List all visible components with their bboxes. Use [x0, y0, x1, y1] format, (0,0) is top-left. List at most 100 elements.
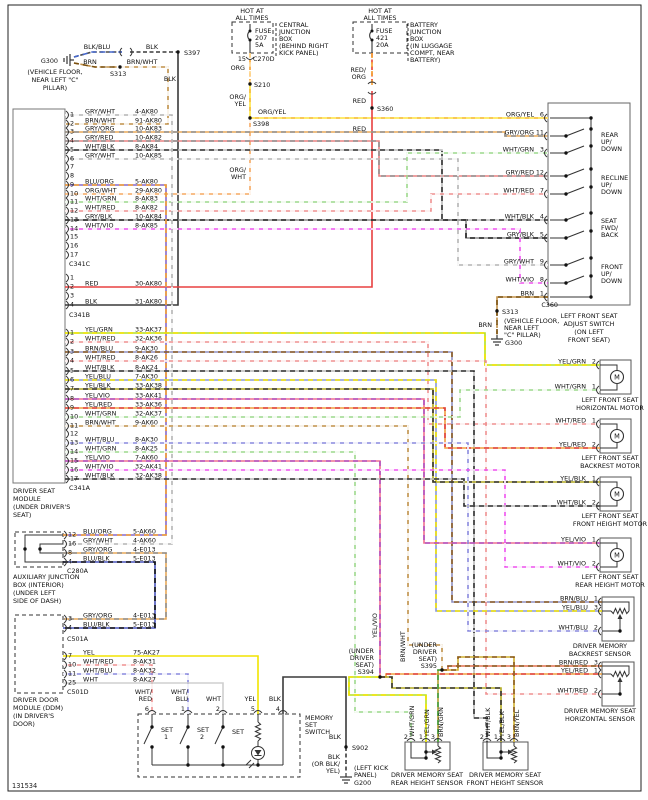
label: HORIZONTAL MOTOR — [576, 404, 644, 412]
pin-number: 1 — [70, 111, 74, 119]
splice-dot — [499, 756, 503, 760]
pin-number: 1 — [592, 383, 596, 391]
splice-dot — [344, 745, 348, 749]
wiper-arrow — [432, 749, 437, 755]
pin-number: 1 — [592, 536, 596, 544]
pin-number: 25 — [68, 679, 76, 687]
page-border — [7, 4, 642, 792]
connector-label-C280A: C280A — [67, 567, 89, 575]
pin-bracket — [596, 538, 600, 548]
pin-number: 13 — [70, 216, 78, 224]
wire-stripe-wht-blk-8-ak24 — [65, 370, 488, 742]
pin-circuit-code: 4-AK60 — [133, 537, 156, 545]
horizontal-motor-box — [599, 359, 632, 395]
label: ORG — [352, 73, 366, 81]
internal-line — [602, 619, 621, 632]
label: ORG/ — [229, 93, 246, 101]
diagram-id-number: 131534 — [12, 782, 38, 790]
splice-dot — [256, 763, 260, 767]
label: HOT AT — [368, 7, 392, 15]
label: BOX — [410, 35, 424, 43]
label: 421 — [376, 34, 388, 42]
internal-line — [410, 742, 426, 759]
memory-led — [251, 746, 265, 760]
pin-bracket — [596, 443, 600, 453]
pin-bracket — [65, 145, 69, 155]
pin-number: 9 — [70, 181, 74, 189]
internal-line — [214, 726, 224, 745]
label: (BEHIND RIGHT — [279, 42, 328, 50]
splice-dot — [589, 274, 593, 278]
pin-bracket — [65, 273, 69, 283]
splice-dot — [589, 167, 593, 171]
pin-color-label: WHT/GRN — [503, 146, 535, 154]
label: FUSE — [376, 27, 392, 35]
pin-number: 14 — [70, 225, 78, 233]
pin-bracket — [278, 710, 288, 714]
pin-number: 2 — [480, 733, 484, 741]
label: (LEFT KICK — [354, 764, 389, 772]
horizontal-sensor-box — [601, 661, 635, 707]
pin-color-label: WHT/BLU — [83, 667, 113, 675]
splice-dot — [564, 151, 568, 155]
label: 2 — [200, 733, 204, 741]
label: (UNDER LEFT — [13, 589, 56, 597]
pin-bracket — [65, 300, 69, 310]
front-height-motor-symbol — [609, 486, 625, 502]
front-height-motor-symbol-letter: M — [614, 490, 620, 498]
pin-bracket — [65, 136, 69, 146]
pin-number: 11 — [536, 129, 544, 137]
label: SIDE OF DASH) — [13, 597, 61, 605]
pin-bracket — [544, 171, 548, 181]
pin-bracket — [245, 56, 255, 60]
internal-line — [600, 423, 618, 430]
pin-color-label: WHT/VIO — [558, 560, 586, 568]
pin-number: 1 — [592, 417, 596, 425]
pin-bracket — [65, 328, 69, 338]
label: DRIVER — [350, 654, 375, 662]
pin-circuit-code: 4-E013 — [133, 546, 156, 554]
driver-door-module-box — [14, 614, 64, 694]
label: DOWN — [601, 188, 622, 196]
label: (OR BLK/ — [312, 760, 341, 768]
pin-circuit-code: 33-AK41 — [135, 392, 162, 400]
label: MODULE — [13, 495, 41, 503]
front-height-motor-box — [599, 476, 632, 512]
rear-height-motor-symbol — [609, 547, 625, 563]
pin-number: 1 — [540, 290, 544, 298]
pin-number: 11 — [70, 422, 78, 430]
fuse-dot — [248, 29, 252, 33]
wire-stripe-brn-wht-9-ak60 — [65, 425, 443, 670]
label: SWITCH — [305, 728, 330, 736]
pin-color-label: WHT/RED — [85, 204, 116, 212]
pin-circuit-code: 4-E013 — [133, 612, 156, 620]
pin-number: 3 — [540, 146, 544, 154]
pin-color-label: WHT/RED — [85, 354, 116, 362]
label: NEAR LEFT "C" — [31, 76, 78, 84]
label: BRN — [478, 321, 492, 329]
pin-number: 2 — [404, 733, 408, 741]
internal-line — [565, 168, 585, 177]
label: LEFT FRONT SEAT — [561, 312, 618, 320]
pin-number: 1 — [494, 733, 498, 741]
pin-number: 10 — [70, 413, 78, 421]
label: G200 — [354, 779, 371, 787]
label: FRONT SEAT) — [568, 336, 610, 344]
pin-color-label: GRY/BLK — [85, 213, 113, 221]
splice-dot — [378, 675, 382, 679]
label: HOT AT — [240, 7, 264, 15]
splice-dot — [564, 192, 568, 196]
pin-number: 3 — [594, 659, 598, 667]
label: BRN/YEL — [513, 709, 521, 737]
pin-number: 3 — [70, 348, 74, 356]
splice-dot — [564, 218, 568, 222]
pin-bracket — [65, 282, 69, 292]
central-junction-fuse-box — [231, 21, 274, 54]
internal-line — [565, 257, 585, 266]
resistor-symbol — [610, 607, 630, 615]
pin-bracket — [65, 429, 69, 439]
wire-wht-vio-8-ak85 — [65, 228, 548, 284]
splice-dot — [589, 116, 593, 120]
seat-adjust-switch-box — [547, 102, 631, 306]
internal-line — [565, 186, 585, 195]
